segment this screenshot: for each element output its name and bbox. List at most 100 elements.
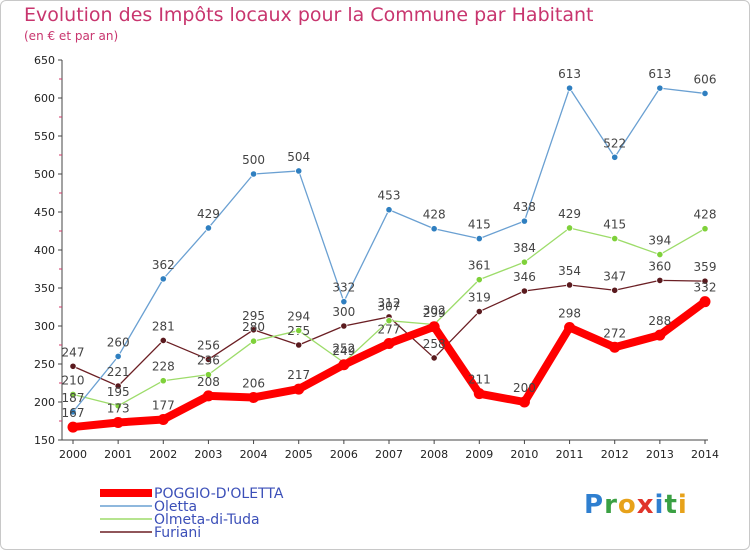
- data-point: [340, 322, 348, 330]
- data-label: 312: [378, 296, 401, 310]
- data-label: 252: [332, 341, 355, 355]
- data-point: [204, 355, 213, 364]
- legend-label: Furiani: [154, 525, 201, 541]
- data-point: [249, 170, 258, 178]
- data-point: [565, 84, 574, 92]
- data-point: [475, 307, 483, 316]
- x-tick-label: 2003: [194, 448, 222, 461]
- data-label: 280: [242, 320, 265, 334]
- data-label: 177: [152, 398, 175, 412]
- x-tick-label: 2007: [375, 448, 403, 461]
- data-point: [293, 383, 305, 395]
- data-point: [699, 296, 711, 308]
- data-label: 332: [332, 281, 355, 295]
- data-point: [248, 391, 260, 403]
- data-point: [159, 275, 167, 283]
- data-point: [611, 153, 619, 161]
- data-label: 302: [423, 303, 446, 317]
- data-point: [609, 341, 621, 353]
- legend-label: POGGIO-D'OLETTA: [154, 486, 284, 502]
- data-label: 249: [332, 344, 355, 358]
- data-label: 221: [107, 365, 130, 379]
- data-label: 260: [107, 335, 130, 349]
- data-label: 236: [197, 354, 220, 368]
- x-tick-label: 2013: [646, 448, 674, 461]
- data-point: [249, 326, 258, 334]
- data-label: 354: [558, 264, 581, 278]
- x-tick-label: 2000: [59, 448, 87, 461]
- data-point: [520, 287, 529, 295]
- x-tick-label: 2005: [285, 448, 313, 461]
- data-label: 362: [152, 258, 175, 272]
- logo-letter: t: [664, 490, 678, 520]
- data-label: 522: [603, 136, 626, 150]
- x-tick-label: 2004: [240, 448, 268, 461]
- data-point: [385, 317, 393, 325]
- data-label: 307: [378, 300, 401, 314]
- data-label: 332: [694, 281, 717, 295]
- x-tick-label: 2001: [104, 448, 132, 461]
- data-point: [157, 413, 169, 425]
- data-label: 415: [603, 218, 626, 232]
- data-point: [112, 417, 124, 429]
- data-point: [114, 352, 122, 360]
- proxiti-logo: Proxiti: [584, 490, 688, 520]
- data-label: 208: [197, 375, 220, 389]
- chart-subtitle: (en € et par an): [24, 29, 119, 43]
- data-point: [564, 322, 576, 334]
- data-point: [69, 362, 77, 370]
- data-point: [249, 337, 258, 345]
- data-label: 272: [603, 326, 626, 340]
- data-label: 258: [423, 337, 446, 351]
- data-point: [565, 281, 574, 289]
- data-point: [340, 298, 348, 306]
- data-label: 210: [62, 373, 85, 387]
- data-point: [114, 382, 122, 390]
- data-label: 167: [62, 406, 85, 420]
- data-label: 298: [558, 307, 581, 321]
- data-label: 173: [107, 402, 130, 416]
- data-label: 256: [197, 338, 220, 352]
- data-label: 361: [468, 259, 491, 273]
- data-point: [518, 396, 530, 408]
- data-point: [295, 341, 303, 349]
- logo-letter: o: [617, 490, 637, 520]
- logo-letter: r: [604, 490, 618, 520]
- x-tick-label: 2006: [330, 448, 358, 461]
- data-point: [473, 388, 485, 400]
- y-tick-label: 150: [34, 434, 55, 447]
- data-point: [430, 354, 438, 362]
- chart-title: Evolution des Impôts locaux pour la Comm…: [24, 4, 594, 26]
- data-label: 347: [603, 269, 626, 283]
- data-label: 394: [648, 234, 671, 248]
- data-label: 429: [558, 207, 581, 221]
- data-point: [114, 402, 122, 410]
- data-label: 606: [694, 72, 717, 86]
- data-point: [159, 377, 167, 385]
- data-label: 415: [468, 218, 491, 232]
- y-tick-label: 450: [34, 206, 55, 219]
- logo-letter: i: [654, 490, 665, 520]
- x-tick-label: 2011: [556, 448, 584, 461]
- data-point: [654, 329, 666, 341]
- data-point: [701, 89, 709, 98]
- data-point: [385, 206, 393, 214]
- data-point: [295, 326, 303, 335]
- data-label: 228: [152, 360, 175, 374]
- data-label: 294: [287, 310, 310, 324]
- x-tick-label: 2008: [420, 448, 448, 461]
- data-label: 613: [648, 67, 671, 81]
- data-label: 438: [513, 200, 536, 214]
- data-label: 504: [287, 150, 310, 164]
- data-point: [67, 421, 79, 433]
- data-label: 346: [513, 270, 536, 284]
- data-point: [611, 235, 619, 243]
- data-label: 300: [332, 305, 355, 319]
- data-label: 429: [197, 207, 220, 221]
- data-label: 428: [694, 208, 717, 222]
- y-tick-label: 400: [34, 244, 55, 257]
- x-tick-label: 2009: [465, 448, 493, 461]
- data-label: 500: [242, 153, 265, 167]
- data-point: [159, 336, 167, 345]
